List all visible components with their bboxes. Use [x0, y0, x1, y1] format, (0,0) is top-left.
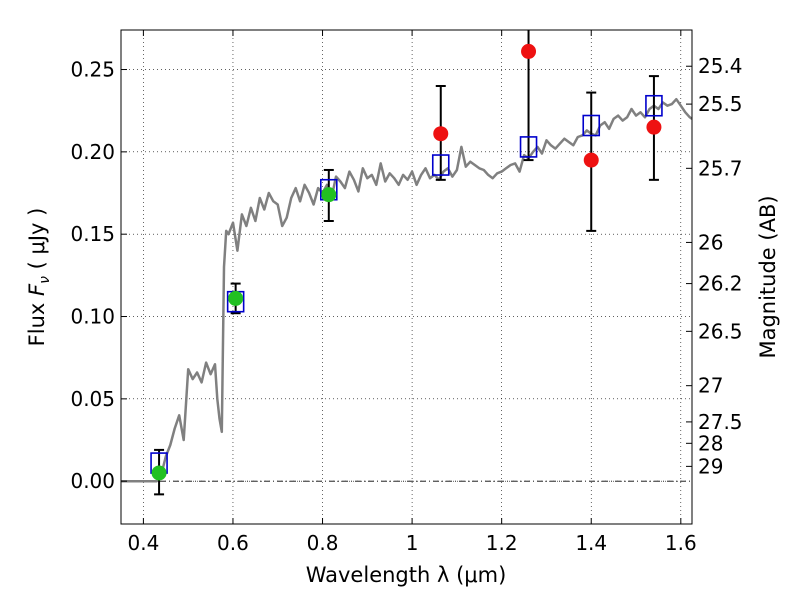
detection-point [321, 187, 337, 203]
y-tick-label: 0.05 [70, 387, 115, 411]
x-axis-label: Wavelength λ (μm) [306, 563, 507, 587]
magnitude-tick-label: 25.5 [698, 92, 743, 116]
model-flux-square [431, 154, 450, 176]
nir-point [433, 126, 449, 142]
x-tick-label: 1 [406, 531, 419, 555]
y-tick-label: 0.20 [70, 140, 115, 164]
model-flux-square [645, 94, 663, 117]
magnitude-tick-label: 25.7 [698, 156, 743, 180]
x-tick-label: 1.2 [486, 531, 518, 555]
model-sed-line [121, 97, 692, 483]
y-tick-label: 0.25 [70, 58, 115, 82]
x-tick-label: 0.8 [307, 531, 339, 555]
axis-ticks: 0.4 0.6 0.8 1 1.2 1.4 1.6 0.00 0.05 0.10 0.15 0.20 0… [70, 30, 743, 555]
detection-point [151, 465, 167, 481]
y-axis-right-label: Magnitude (AB) [756, 195, 780, 358]
magnitude-tick-label: 25.4 [698, 54, 743, 78]
y-tick-label: 0.15 [70, 222, 115, 246]
detection-point [228, 290, 244, 306]
magnitude-tick-label: 26.2 [698, 272, 743, 296]
nir-point [583, 152, 599, 168]
plot-frame [120, 29, 693, 525]
y-tick-label: 0.00 [70, 469, 115, 493]
magnitude-tick-label: 27 [698, 374, 723, 398]
magnitude-tick-label: 27.5 [698, 410, 743, 434]
x-tick-label: 0.6 [217, 531, 249, 555]
model-flux-square [582, 114, 601, 137]
plot-area [121, 30, 692, 496]
nir-point [646, 119, 662, 135]
grid-lines [121, 30, 692, 524]
magnitude-tick-label: 26 [698, 230, 723, 254]
magnitude-tick-label: 28 [698, 431, 723, 455]
y-tick-label: 0.10 [70, 305, 115, 329]
magnitude-tick-label: 29 [698, 454, 723, 478]
x-tick-label: 1.6 [665, 531, 697, 555]
x-tick-label: 1.4 [575, 531, 607, 555]
magnitude-tick-label: 26.5 [698, 319, 743, 343]
model-flux-square [519, 136, 538, 158]
x-tick-label: 0.4 [127, 531, 159, 555]
nir-point [521, 43, 537, 59]
y-axis-label: Flux Fν ( μJy ) [25, 208, 53, 347]
